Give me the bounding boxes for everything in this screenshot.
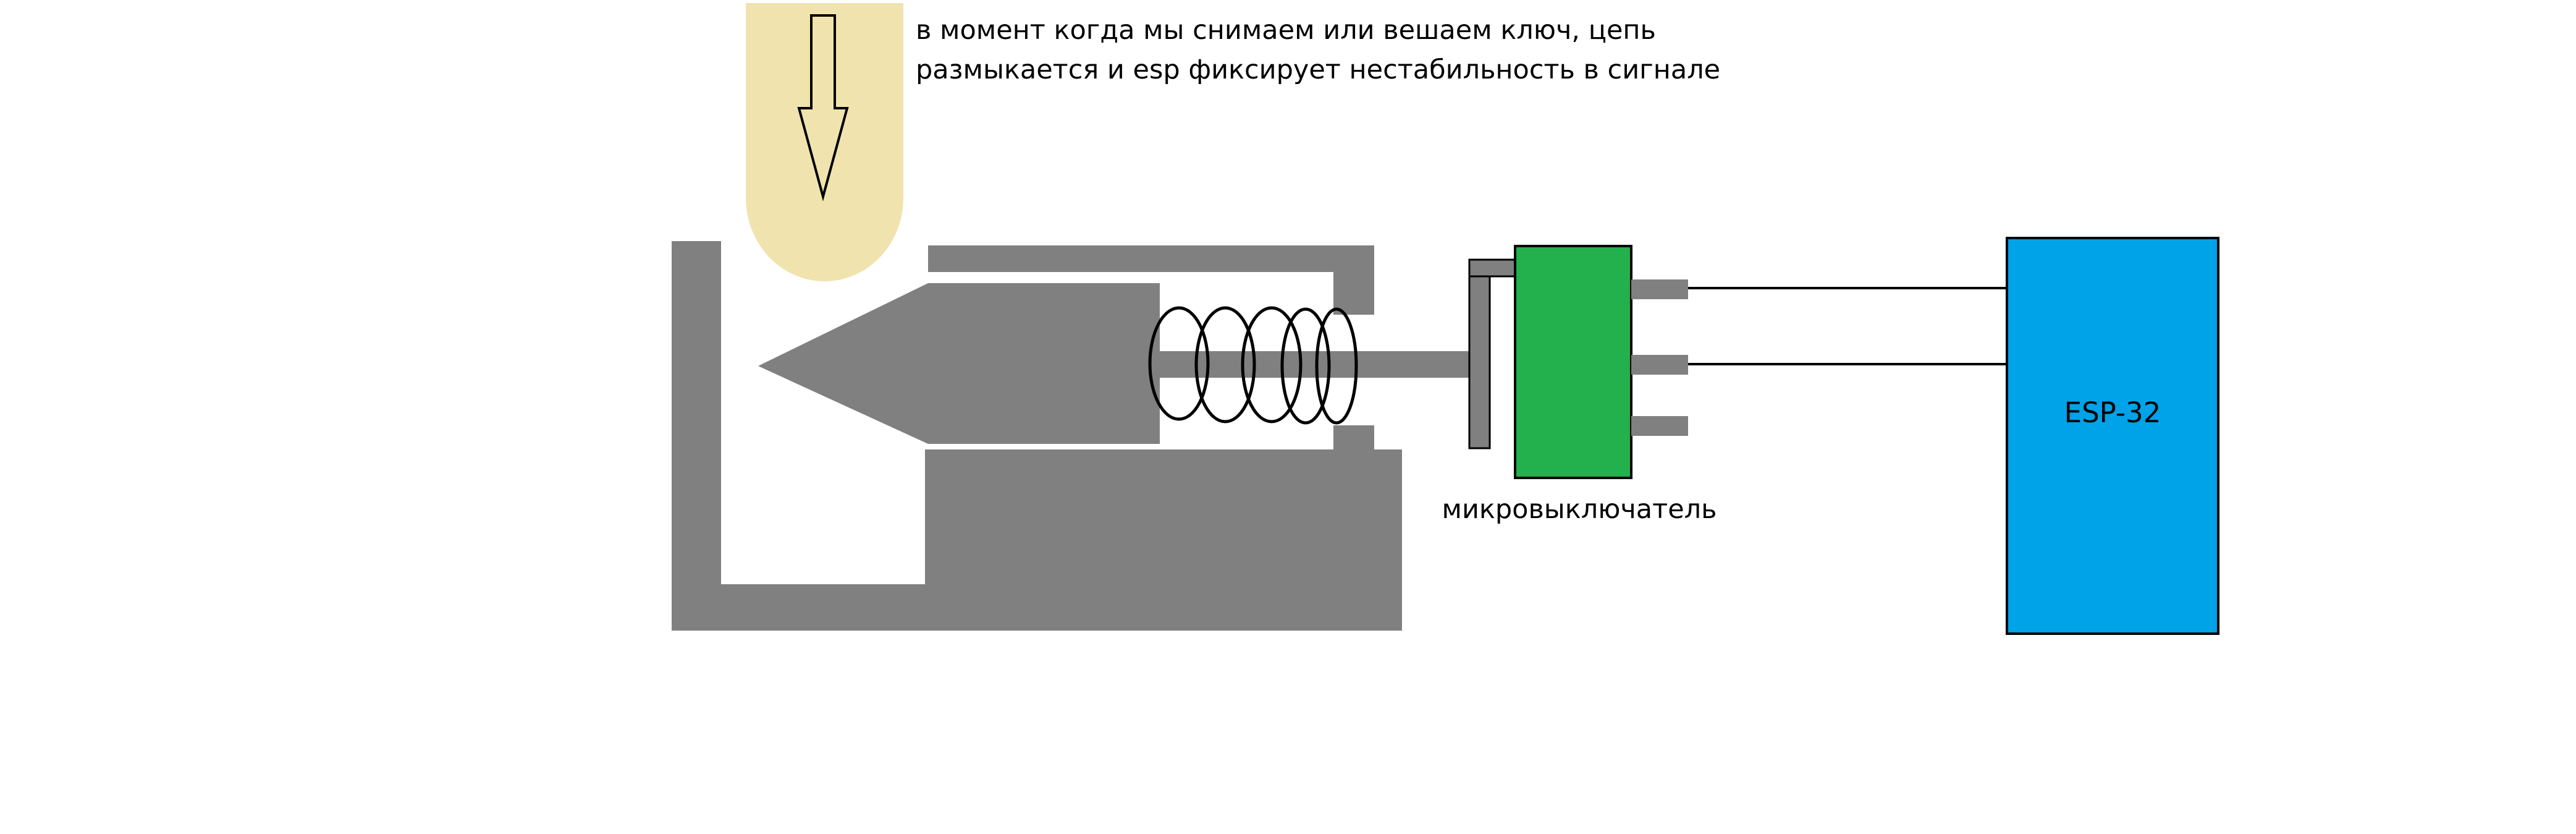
housing-right-lower-post: [1333, 425, 1374, 462]
microswitch-label: микровыключатель: [1442, 494, 1717, 525]
wires: [1688, 287, 2007, 365]
push-rod: [1160, 351, 1471, 378]
esp32-label: ESP-32: [2064, 396, 2161, 429]
microswitch-pin-3: [1631, 416, 1688, 436]
key-shape: [746, 3, 903, 281]
housing-top-bar: [928, 245, 1374, 272]
microswitch-pins: [1631, 279, 1688, 436]
lock-housing: [672, 241, 1402, 631]
microswitch-body: [1514, 245, 1632, 479]
housing-lower-block: [925, 449, 1402, 631]
microswitch-pin-2: [1631, 355, 1688, 375]
latch-pin: [758, 283, 1160, 444]
caption-line-2: размыкается и esp фиксирует нестабильнос…: [916, 54, 1720, 85]
caption-line-1: в момент когда мы снимаем или вешаем клю…: [916, 15, 1656, 46]
housing-left-wall: [672, 241, 721, 631]
esp32-module: [2006, 237, 2219, 635]
coil-spring-icon: [1148, 306, 1358, 425]
microswitch-lever: [1468, 258, 1516, 449]
microswitch-pin-1: [1631, 279, 1688, 299]
down-arrow-icon: [797, 14, 849, 202]
housing-right-upper-post: [1333, 245, 1374, 315]
